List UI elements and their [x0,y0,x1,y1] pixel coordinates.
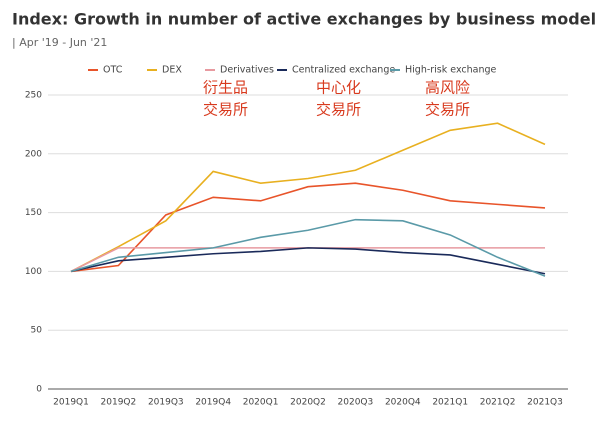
chart-subtitle: | Apr '19 - Jun '21 [12,36,107,49]
annotation: 中心化 [316,79,361,97]
x-tick-label: 2019Q4 [195,398,231,408]
x-tick-label: 2019Q1 [53,398,89,408]
chart-title: Index: Growth in number of active exchan… [12,10,596,29]
series-line [70,247,546,275]
x-tick-label: 2021Q3 [527,398,563,408]
x-tick-label: 2021Q1 [432,398,468,408]
y-tick-label: 200 [25,149,42,159]
y-tick-label: 50 [31,326,43,336]
y-tick-label: 100 [25,267,42,277]
series-line [70,182,546,273]
legend-label: High-risk exchange [405,65,497,76]
annotation: 交易所 [425,101,470,119]
y-tick-label: 250 [25,91,42,101]
series-line [70,218,546,277]
x-tick-label: 2020Q2 [290,398,326,408]
annotation: 高风险 [425,79,470,97]
x-tick-label: 2020Q4 [385,398,421,408]
x-tick-label: 2020Q1 [243,398,279,408]
series-line [70,122,546,273]
annotation: 交易所 [203,101,248,119]
legend-label: Derivatives [220,65,274,76]
legend-label: OTC [103,65,123,76]
y-tick-label: 0 [36,385,42,395]
legend-label: DEX [162,65,182,76]
x-tick-label: 2019Q2 [101,398,137,408]
annotation: 交易所 [316,101,361,119]
y-tick-label: 150 [25,208,42,218]
x-tick-label: 2021Q2 [480,398,516,408]
x-tick-label: 2020Q3 [338,398,374,408]
x-tick-label: 2019Q3 [148,398,184,408]
annotation: 衍生品 [203,79,248,97]
legend-label: Centralized exchange [292,65,395,76]
